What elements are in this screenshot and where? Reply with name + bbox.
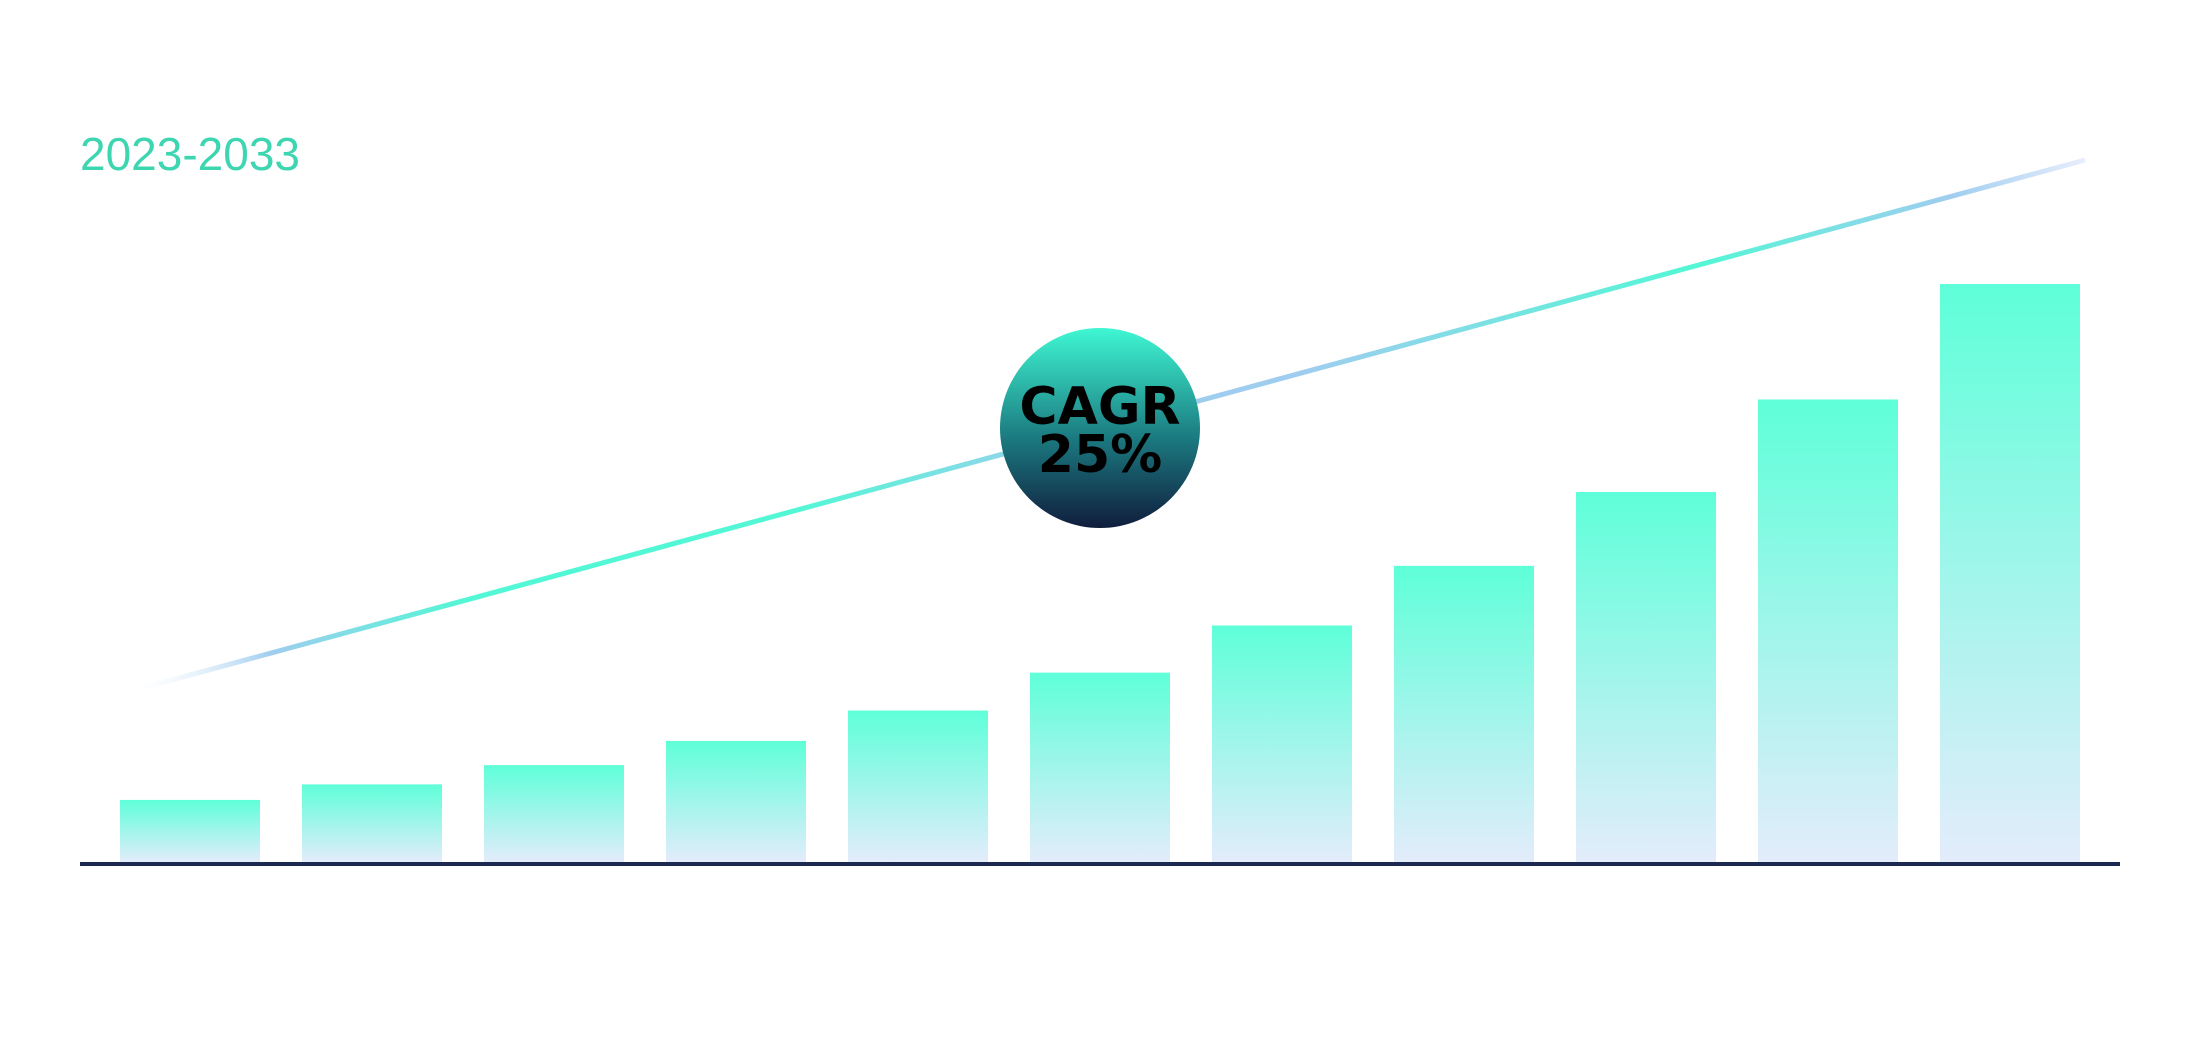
- bar-2031: [1576, 491, 1716, 862]
- bars: [120, 284, 2080, 862]
- cagr-badge-circle: [1000, 328, 1200, 528]
- bar-2032: [1758, 399, 1898, 862]
- bar-2030: [1394, 565, 1534, 862]
- bar-2033: [1940, 284, 2080, 862]
- bar-2027: [848, 710, 988, 862]
- bar-2023: [120, 799, 260, 862]
- chart-title: 2023-2033: [80, 128, 300, 180]
- cagr-label: CAGR: [1019, 377, 1180, 437]
- bar-2029: [1212, 625, 1352, 862]
- cagr-badge: CAGR 25%: [1000, 328, 1200, 528]
- cagr-value: 25%: [1038, 425, 1162, 485]
- bar-2028: [1030, 672, 1170, 862]
- bar-2024: [302, 784, 442, 862]
- bar-2025: [484, 765, 624, 862]
- bar-2026: [666, 740, 806, 862]
